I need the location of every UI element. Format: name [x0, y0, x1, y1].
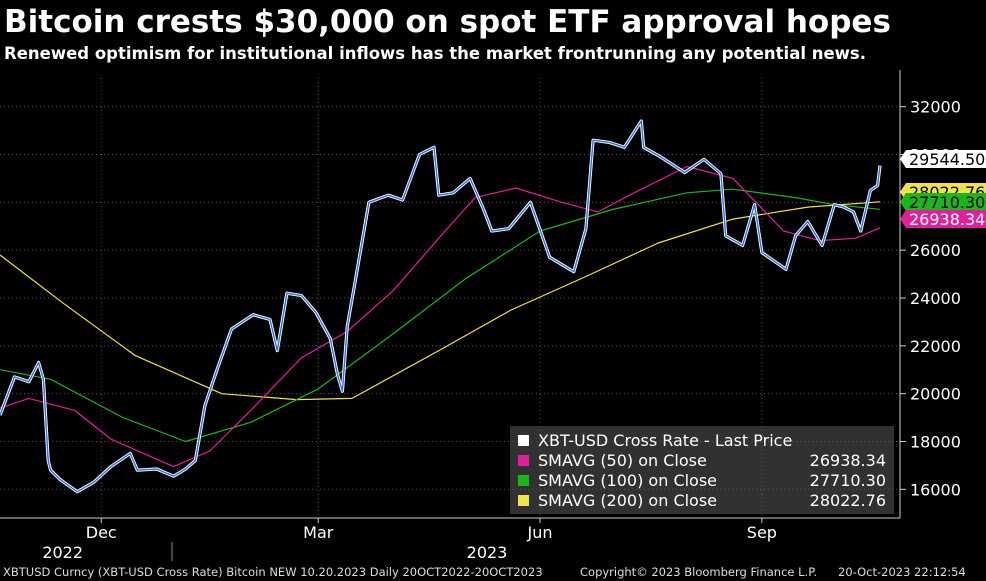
y-tick-label: 18000: [910, 432, 961, 451]
legend-value: 27710.30: [809, 471, 886, 490]
chart-footer: XBTUSD Curncy (XBT-USD Cross Rate) Bitco…: [0, 563, 986, 581]
footer-timestamp: 20-Oct-2023 22:12:54: [838, 565, 966, 579]
legend-label: SMAVG (200) on Close: [538, 491, 718, 510]
series-line-smavg: [0, 201, 881, 401]
legend-swatch: [518, 495, 529, 506]
x-tick-label: Dec: [86, 523, 117, 542]
legend-entry-smavg-100: SMAVG (100) on Close 27710.30: [516, 471, 890, 491]
chart-title: Bitcoin crests $30,000 on spot ETF appro…: [4, 4, 891, 40]
legend-swatch: [518, 435, 529, 446]
legend-label: SMAVG (50) on Close: [538, 451, 707, 470]
last-value-tag: [900, 150, 986, 168]
legend-entry-smavg-50: SMAVG (50) on Close 26938.34: [516, 451, 890, 471]
x-tick-label: Mar: [303, 523, 334, 542]
footer-source: XBTUSD Curncy (XBT-USD Cross Rate) Bitco…: [3, 565, 543, 579]
last-value-tag: [900, 193, 986, 211]
x-tick-label: Sep: [747, 523, 777, 542]
series-line-smavg: [0, 188, 881, 443]
series-line-last-price: [0, 120, 881, 493]
legend-entry-smavg-200: SMAVG (200) on Close 28022.76: [516, 491, 890, 511]
footer-copyright: Copyright© 2023 Bloomberg Finance L.P.: [580, 565, 817, 579]
year-label: 2022: [42, 543, 83, 562]
last-value-tag: [900, 210, 986, 228]
legend-entry-last-price: XBT-USD Cross Rate - Last Price: [516, 431, 890, 451]
y-tick-label: 22000: [910, 337, 961, 356]
last-value-label: 27710.30: [909, 193, 985, 212]
y-tick-label: 32000: [910, 98, 961, 117]
year-label: 2023: [467, 543, 508, 562]
legend-label: SMAVG (100) on Close: [538, 471, 718, 490]
legend-label: XBT-USD Cross Rate - Last Price: [538, 431, 793, 450]
y-tick-label: 26000: [910, 241, 961, 260]
last-value-label: 29544.50: [909, 150, 985, 169]
chart-subtitle: Renewed optimism for institutional inflo…: [4, 44, 867, 63]
y-tick-label: 20000: [910, 385, 961, 404]
legend-swatch: [518, 455, 529, 466]
y-tick-label: 16000: [910, 480, 961, 499]
chart-legend: XBT-USD Cross Rate - Last Price SMAVG (5…: [510, 426, 894, 514]
legend-value: 28022.76: [809, 491, 886, 510]
y-tick-label: 24000: [910, 289, 961, 308]
last-value-label: 26938.34: [909, 210, 985, 229]
series-line-smavg: [0, 165, 881, 468]
x-tick-label: Jun: [527, 523, 553, 542]
legend-swatch: [518, 475, 529, 486]
legend-value: 26938.34: [809, 451, 886, 470]
